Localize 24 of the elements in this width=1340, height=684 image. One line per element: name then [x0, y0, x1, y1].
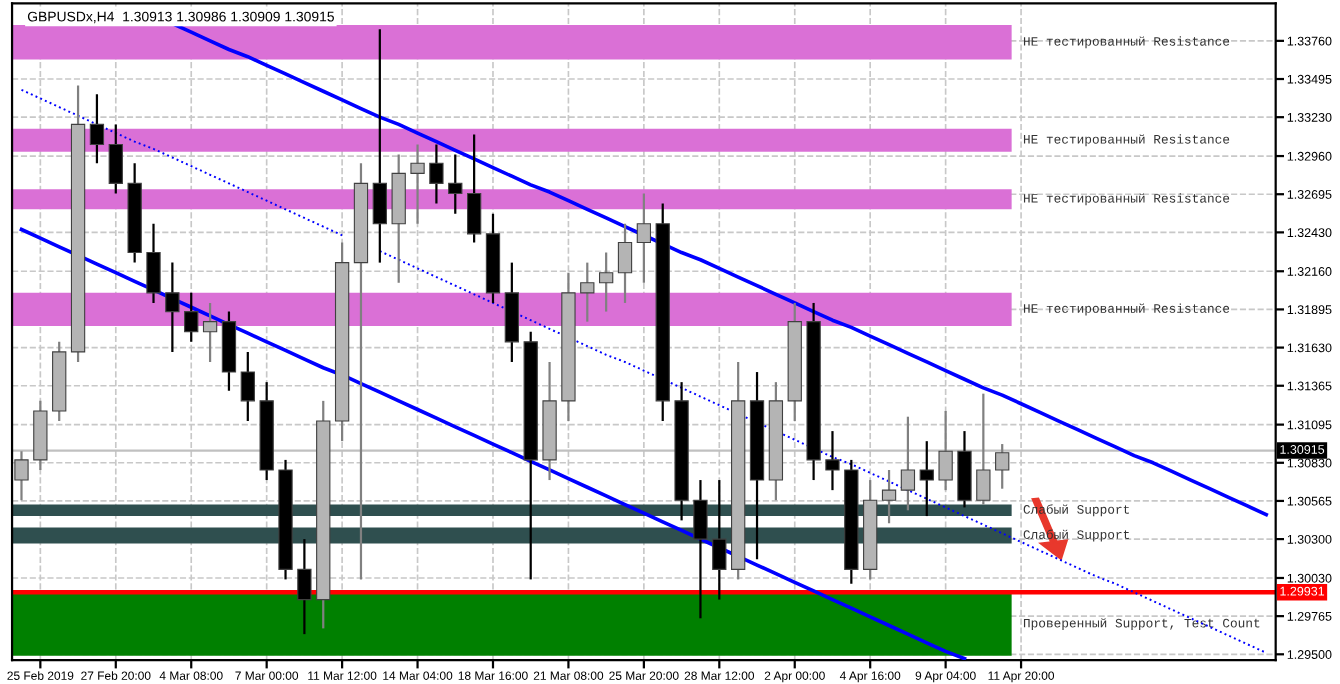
candlestick [448, 153, 463, 215]
candlestick [202, 301, 218, 364]
candlestick [881, 468, 897, 525]
candlestick [598, 251, 614, 313]
candlestick [825, 429, 840, 492]
candlestick [108, 123, 123, 195]
line-series [170, 21, 1269, 517]
candlestick [89, 93, 105, 165]
line-series [19, 227, 967, 661]
candlestick [919, 440, 934, 518]
candlestick [165, 261, 180, 354]
candlestick [184, 291, 199, 343]
candlestick [146, 222, 161, 305]
candlestick [580, 261, 595, 323]
candlestick [297, 537, 312, 636]
candlestick [712, 478, 727, 601]
candlestick [240, 350, 255, 423]
candlestick [429, 143, 444, 205]
candlestick [636, 192, 652, 284]
candlestick [372, 28, 387, 264]
candlestick [466, 133, 482, 244]
candlestick [410, 143, 425, 225]
candlestick [693, 478, 708, 620]
candlestick [617, 222, 633, 305]
